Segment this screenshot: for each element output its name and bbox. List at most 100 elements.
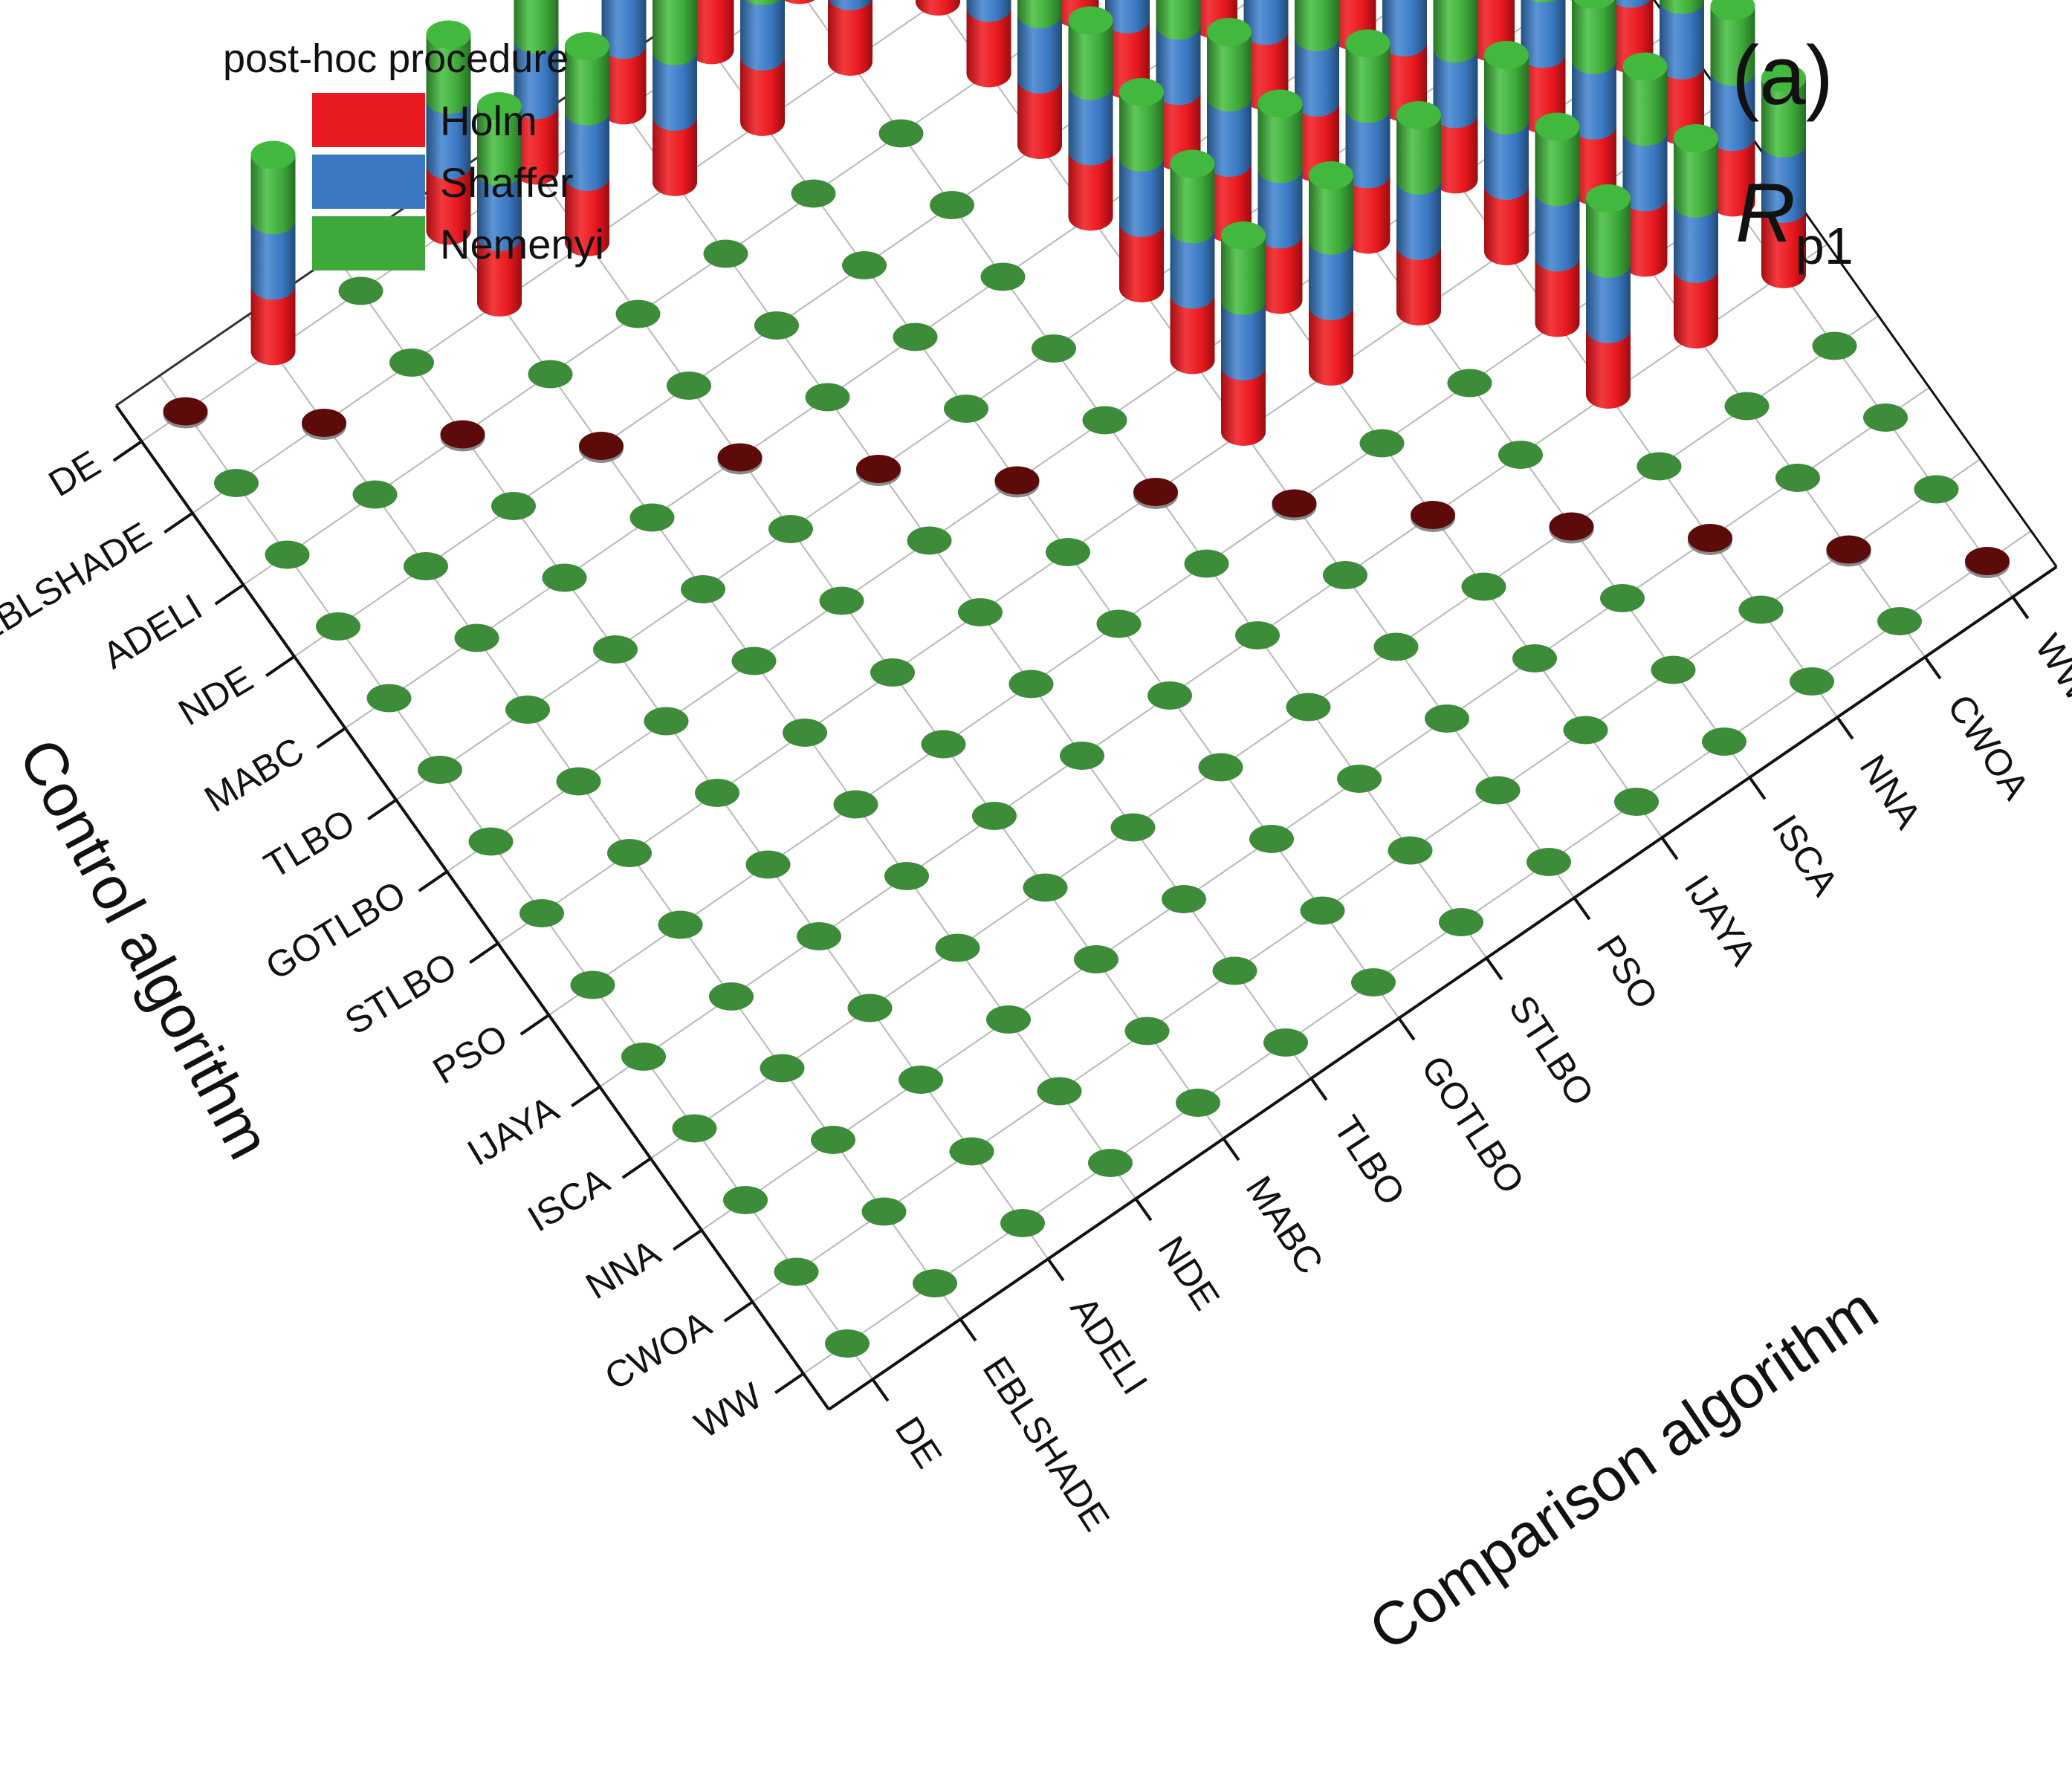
x-tick-eblshade — [959, 1318, 977, 1342]
bar-segment-shaffer-stlbo-vs-cwoa — [1572, 60, 1616, 140]
x-tick-label-ijaya: IJAYA — [1677, 868, 1765, 973]
empty-marker-nde-vs-gotlbo — [842, 251, 887, 279]
legend-item-holm: Holm — [312, 93, 537, 147]
bar-segment-nemenyi-ijaya-vs-cwoa — [1674, 138, 1718, 218]
bar-eblshade-vs-mabc — [565, 32, 609, 256]
empty-marker-ww-vs-mabc — [1176, 1089, 1220, 1117]
empty-marker-cwoa-vs-isca — [1651, 655, 1696, 684]
bar-segment-shaffer-ijaya-vs-cwoa — [1674, 204, 1718, 283]
bar-segment-holm-gotlbo-vs-isca — [1345, 174, 1390, 254]
diagonal-marker-mabc — [717, 443, 763, 472]
bar-segment-nemenyi-de-vs-eblshade — [250, 155, 296, 235]
empty-marker-tlbo-vs-eblshade — [505, 696, 550, 724]
bar-segment-shaffer-de-vs-tlbo — [601, 0, 647, 59]
bar-cap-stlbo-vs-isca — [1396, 101, 1441, 129]
empty-marker-gotlbo-vs-eblshade — [556, 767, 601, 796]
empty-marker-ww-vs-eblshade — [913, 1269, 957, 1297]
bar-segment-nemenyi-mabc-vs-ijaya — [1156, 0, 1201, 40]
bar-cap-stlbo-vs-pso — [1221, 221, 1266, 250]
empty-marker-pso-vs-mabc — [921, 730, 966, 759]
bar-segment-holm-eblshade-vs-tlbo — [653, 117, 697, 196]
bar-ijaya-vs-cwoa — [1674, 124, 1718, 349]
empty-marker-ww-vs-cwoa — [1877, 607, 1922, 635]
empty-marker-gotlbo-vs-nde — [731, 646, 777, 675]
bar-segment-shaffer-stlbo-vs-pso — [1221, 301, 1266, 380]
x-tick-label-isca: ISCA — [1764, 808, 1847, 904]
bar-segment-holm-eblshade-vs-gotlbo — [740, 56, 785, 136]
empty-marker-pso-vs-isca — [1447, 369, 1492, 398]
empty-marker-stlbo-vs-tlbo — [958, 598, 1003, 626]
x-tick-nde — [1134, 1198, 1153, 1222]
bar-segment-shaffer-stlbo-vs-ww — [1660, 0, 1704, 80]
bar-segment-shaffer-eblshade-vs-tlbo — [653, 51, 697, 131]
legend-swatch-nemenyi — [312, 216, 425, 270]
bar-segment-nemenyi-mabc-vs-pso — [1068, 20, 1113, 100]
y-tick-label-mabc: MABC — [198, 729, 311, 820]
bar-segment-holm-de-vs-gotlbo — [689, 0, 734, 65]
bar-segment-shaffer-pso-vs-ww — [1710, 71, 1755, 152]
bar-segment-nemenyi-gotlbo-vs-ijaya — [1257, 103, 1303, 184]
empty-marker-ww-vs-tlbo — [1263, 1028, 1308, 1057]
x-tick-label-cwoa: CWOA — [1940, 687, 2038, 807]
legend-title: post-hoc procedure — [223, 36, 569, 81]
bar-de-vs-nde — [426, 20, 471, 245]
y-tick-label-ww: WW — [687, 1374, 769, 1446]
bar-segment-nemenyi-pso-vs-nna — [1535, 126, 1580, 207]
bar-adeli-vs-pso — [966, 0, 1011, 88]
empty-marker-gotlbo-vs-mabc — [819, 586, 864, 615]
y-tick-cwoa — [723, 1300, 754, 1323]
bar-cap-de-vs-nde — [426, 20, 471, 49]
empty-marker-nna-vs-mabc — [1074, 945, 1118, 973]
empty-marker-isca-vs-mabc — [1023, 873, 1068, 902]
y-tick-tlbo — [367, 798, 398, 821]
bar-segment-shaffer-tlbo-vs-pso — [1119, 158, 1164, 237]
grid-row-isca — [650, 315, 1880, 1159]
bar-segment-shaffer-tlbo-vs-ijaya — [1207, 97, 1252, 177]
empty-marker-eblshade-vs-de — [214, 469, 259, 497]
empty-marker-isca-vs-ijaya — [1461, 572, 1506, 601]
empty-marker-ijaya-vs-adeli — [797, 922, 841, 950]
legend-label-nemenyi: Nemenyi — [440, 221, 604, 268]
empty-marker-pso-vs-adeli — [745, 850, 791, 879]
bar-cap-gotlbo-vs-isca — [1345, 29, 1390, 58]
bar-segment-shaffer-de-vs-nde — [426, 100, 471, 180]
diagonal-marker-tlbo — [856, 455, 901, 483]
x-tick-label-stlbo: STLBO — [1501, 988, 1602, 1113]
bar-segment-shaffer-de-vs-eblshade — [250, 220, 296, 300]
bar-cap-stlbo-vs-cwoa — [1573, 0, 1615, 9]
bar-segment-holm-ijaya-vs-cwoa — [1674, 269, 1718, 349]
bar-segment-shaffer-stlbo-vs-isca — [1396, 181, 1441, 260]
bar-segment-nemenyi-eblshade-vs-mabc — [565, 46, 609, 126]
bar-segment-shaffer-stlbo-vs-ijaya — [1309, 241, 1353, 320]
bar-de-vs-mabc — [514, 0, 559, 185]
y-tick-label-ijaya: IJAYA — [460, 1088, 566, 1174]
bar-segment-holm-pso-vs-cwoa — [1622, 197, 1668, 277]
y-tick-label-nna: NNA — [579, 1231, 668, 1308]
empty-marker-tlbo-vs-mabc — [768, 515, 813, 543]
data-marks — [163, 0, 2010, 1358]
bar-de-vs-stlbo — [783, 0, 815, 4]
empty-marker-pso-vs-eblshade — [658, 910, 703, 939]
panel-metric-sub: p1 — [1796, 217, 1854, 275]
bar-segment-nemenyi-pso-vs-cwoa — [1622, 66, 1668, 146]
empty-marker-nna-vs-ww — [1863, 403, 1908, 432]
bar-segment-holm-pso-vs-nna — [1535, 257, 1580, 337]
bar-eblshade-vs-gotlbo — [740, 0, 785, 136]
bar-cap-ijaya-vs-nna — [1586, 184, 1631, 213]
empty-marker-tlbo-vs-adeli — [593, 635, 638, 664]
bar-segment-shaffer-eblshade-vs-stlbo — [829, 0, 872, 10]
bar-segment-shaffer-nde-vs-ijaya — [1105, 0, 1150, 33]
bar-segment-nemenyi-eblshade-vs-tlbo — [653, 0, 697, 65]
x-tick-ww — [2011, 596, 2030, 620]
bar-stlbo-vs-nna — [1484, 41, 1529, 265]
empty-marker-isca-vs-gotlbo — [1198, 753, 1243, 782]
empty-marker-cwoa-vs-eblshade — [861, 1197, 907, 1226]
panel-label: (a) Rp1 — [1732, 29, 1854, 275]
empty-marker-isca-vs-nna — [1636, 452, 1682, 481]
x-tick-adeli — [1046, 1258, 1065, 1282]
empty-marker-stlbo-vs-de — [519, 899, 564, 927]
grid-row-ww — [803, 530, 2032, 1375]
bar-segment-holm-ijaya-vs-nna — [1586, 329, 1631, 409]
empty-marker-mabc-vs-gotlbo — [893, 322, 938, 351]
